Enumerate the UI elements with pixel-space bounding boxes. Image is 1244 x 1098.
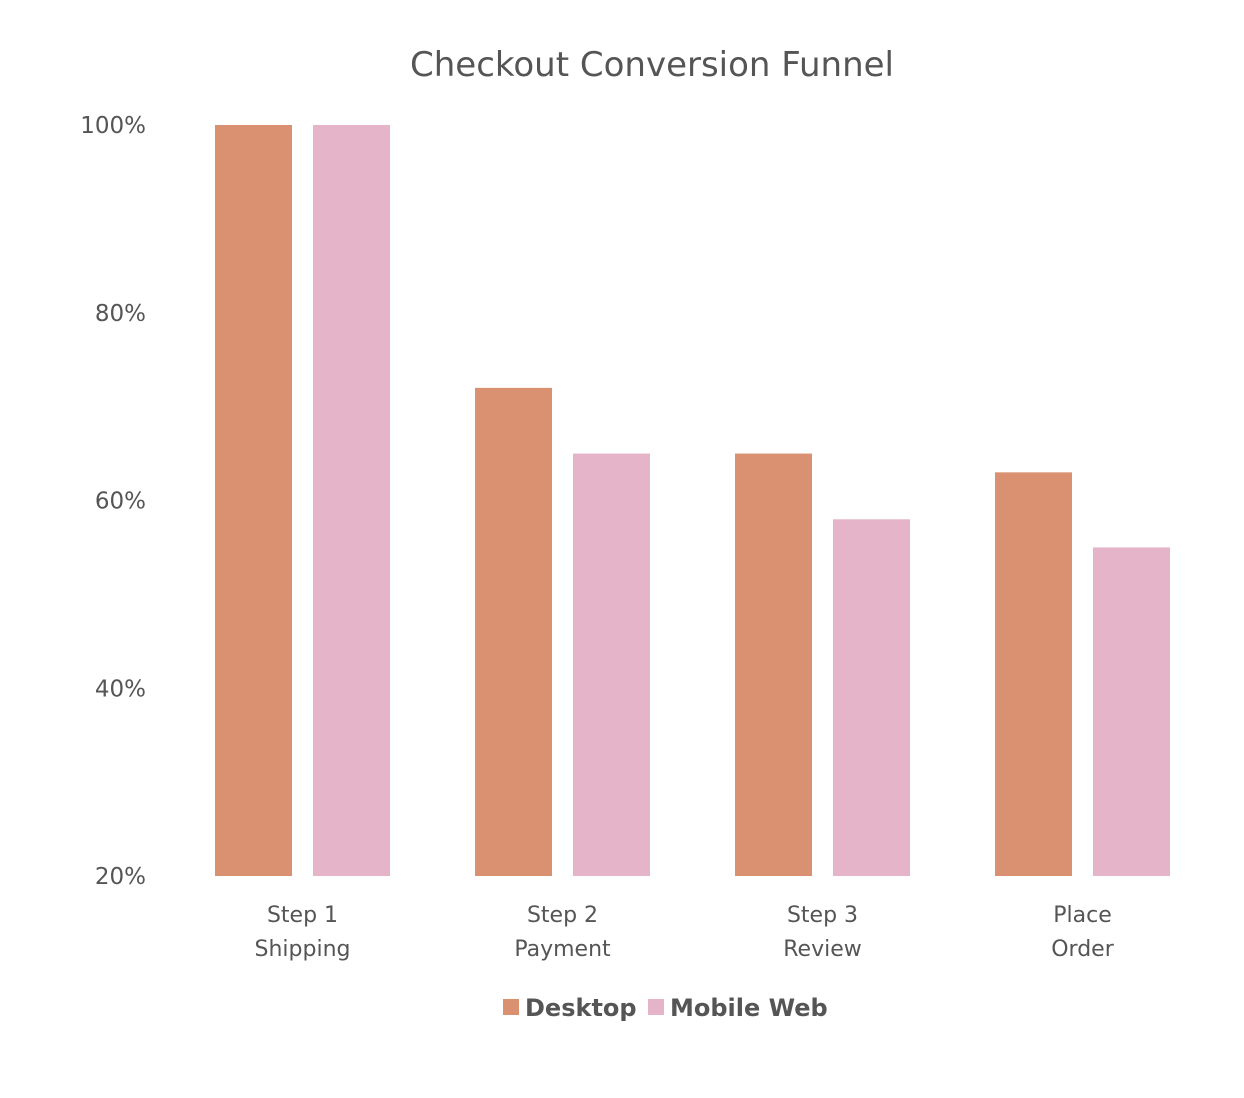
x-category-label: Payment: [514, 937, 611, 962]
legend: Desktop Mobile Web: [503, 994, 828, 1022]
legend-label: Mobile Web: [670, 994, 828, 1022]
x-category-label: Order: [1051, 937, 1114, 962]
x-category-label: Shipping: [255, 937, 351, 962]
y-tick-label: 80%: [95, 301, 146, 327]
y-tick-label: 40%: [95, 676, 146, 702]
legend-swatch: [648, 999, 664, 1015]
x-category-label: Place: [1053, 903, 1112, 928]
x-category-label: Review: [783, 937, 862, 962]
bar-desktop: [475, 387, 552, 876]
bar-desktop: [735, 453, 812, 876]
bar-desktop: [995, 472, 1072, 876]
x-category-label: Step 1: [267, 903, 338, 928]
y-tick-label: 100%: [80, 113, 146, 139]
x-axis: Step 1 Shipping Step 2 Payment Step 3 Review P…: [255, 903, 1115, 962]
bar-mobile-web: [313, 125, 390, 876]
legend-label: Desktop: [525, 994, 637, 1022]
y-tick-label: 60%: [95, 489, 146, 515]
y-axis: 20% 40% 60% 80% 100%: [80, 113, 146, 890]
bar-desktop: [215, 125, 292, 876]
legend-swatch: [503, 999, 519, 1015]
bar-mobile-web: [1093, 547, 1170, 876]
bars-group: [215, 125, 1170, 876]
bar-mobile-web: [573, 453, 650, 876]
x-category-label: Step 3: [787, 903, 858, 928]
y-tick-label: 20%: [95, 864, 146, 890]
bar-mobile-web: [833, 519, 910, 876]
chart-title: Checkout Conversion Funnel: [410, 45, 894, 85]
x-category-label: Step 2: [527, 903, 598, 928]
